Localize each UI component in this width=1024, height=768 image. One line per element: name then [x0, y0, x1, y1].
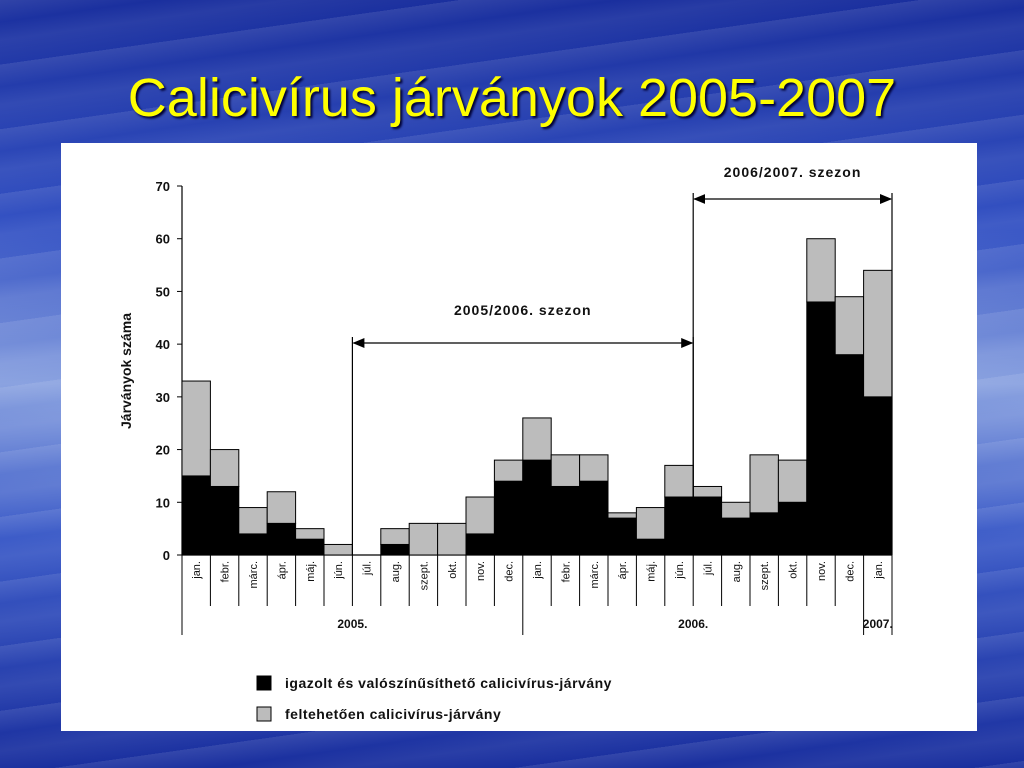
bar-suspected: [181, 380, 211, 477]
month-label: aug.: [731, 561, 743, 582]
month-label: febr.: [560, 561, 572, 582]
bar-confirmed: [266, 522, 297, 556]
bar-suspected: [579, 454, 609, 482]
month-label: máj.: [305, 561, 317, 582]
month-label: aug.: [390, 561, 402, 582]
bar-suspected: [266, 491, 297, 524]
bar-suspected: [664, 464, 694, 498]
outbreak-chart: 0 10 20 30 40 50 60 70 Járványok száma jan. febr.…: [118, 164, 893, 722]
bar-suspected: [749, 454, 779, 514]
month-label: márc.: [589, 561, 601, 589]
bar-suspected: [465, 496, 495, 535]
bar-suspected: [380, 528, 410, 545]
bar-confirmed: [522, 459, 552, 556]
bar-confirmed: [181, 475, 211, 556]
bar-confirmed: [209, 485, 240, 556]
month-label: jan.: [532, 561, 544, 580]
y-tick-label: 70: [156, 179, 170, 194]
bar-suspected: [806, 238, 836, 303]
month-label: okt.: [788, 561, 800, 579]
y-tick-label: 60: [156, 232, 170, 247]
y-tick-label: 10: [156, 495, 170, 510]
bar-confirmed: [493, 480, 524, 556]
y-tick-label: 30: [156, 390, 170, 405]
bar-suspected: [209, 449, 240, 487]
bar-suspected: [493, 459, 524, 482]
bar-confirmed: [579, 480, 609, 556]
bar-suspected: [550, 454, 581, 487]
month-label: máj.: [646, 561, 658, 582]
month-label: márc.: [248, 561, 260, 589]
month-label: jún.: [674, 561, 686, 580]
year-label: 2005.: [337, 617, 367, 631]
legend-swatch-confirmed: [256, 675, 272, 691]
bar-confirmed: [749, 512, 779, 556]
bar-confirmed: [238, 533, 268, 556]
month-label: jan.: [873, 561, 885, 580]
year-label: 2007.: [863, 617, 893, 631]
month-label: szept.: [759, 561, 771, 590]
month-label: júl.: [362, 561, 374, 576]
y-tick-label: 40: [156, 337, 170, 352]
month-label: dec.: [844, 561, 856, 582]
bar-confirmed: [863, 396, 893, 556]
month-label: nov.: [816, 561, 828, 581]
bar-suspected: [408, 522, 439, 556]
bar-confirmed: [664, 496, 694, 556]
bar-suspected: [863, 269, 893, 398]
slide-title: Calicivírus járványok 2005-2007: [127, 68, 897, 128]
bar-suspected: [635, 507, 666, 540]
chart-panel: 0 10 20 30 40 50 60 70 Járványok száma jan. febr.…: [61, 143, 977, 731]
legend-label-confirmed: igazolt és valószínűsíthető calicivírus-…: [285, 675, 612, 691]
y-tick-label: 50: [156, 284, 170, 299]
bar-confirmed: [721, 517, 751, 556]
y-tick-label: 0: [163, 548, 170, 563]
year-label: 2006.: [678, 617, 708, 631]
month-label: szept.: [418, 561, 430, 590]
bar-suspected: [777, 459, 808, 503]
season-label: 2006/2007. szezon: [724, 164, 862, 180]
bar-confirmed: [692, 496, 723, 556]
bar-confirmed: [607, 517, 637, 556]
season-label: 2005/2006. szezon: [454, 302, 592, 318]
bar-confirmed: [295, 538, 325, 556]
month-label: ápr.: [617, 561, 629, 579]
bar-confirmed: [635, 538, 666, 556]
bar-suspected: [238, 507, 268, 535]
bar-suspected: [692, 485, 723, 498]
bar-confirmed: [777, 501, 808, 556]
month-label: dec.: [504, 561, 516, 582]
month-label: júl.: [702, 561, 714, 576]
y-tick-label: 20: [156, 443, 170, 458]
month-label: jan.: [191, 561, 203, 580]
bar-suspected: [607, 512, 637, 519]
bar-confirmed: [550, 485, 581, 556]
bar-confirmed: [465, 533, 495, 556]
month-label: okt.: [447, 561, 459, 579]
bar-confirmed: [380, 543, 410, 556]
bar-suspected: [522, 417, 552, 461]
bar-confirmed: [806, 301, 836, 556]
legend-label-suspected: feltehetően calicivírus-járvány: [285, 706, 501, 722]
bar-confirmed: [834, 354, 865, 556]
legend-swatch-suspected: [256, 706, 272, 722]
bar-suspected: [323, 543, 353, 556]
month-label: jún.: [333, 561, 345, 580]
month-label: nov.: [475, 561, 487, 581]
bar-suspected: [437, 522, 467, 556]
y-axis-label: Járványok száma: [118, 313, 134, 429]
month-label: ápr.: [276, 561, 288, 579]
bar-suspected: [834, 296, 865, 356]
bar-suspected: [721, 501, 751, 519]
bar-suspected: [295, 528, 325, 540]
month-label: febr.: [220, 561, 232, 582]
